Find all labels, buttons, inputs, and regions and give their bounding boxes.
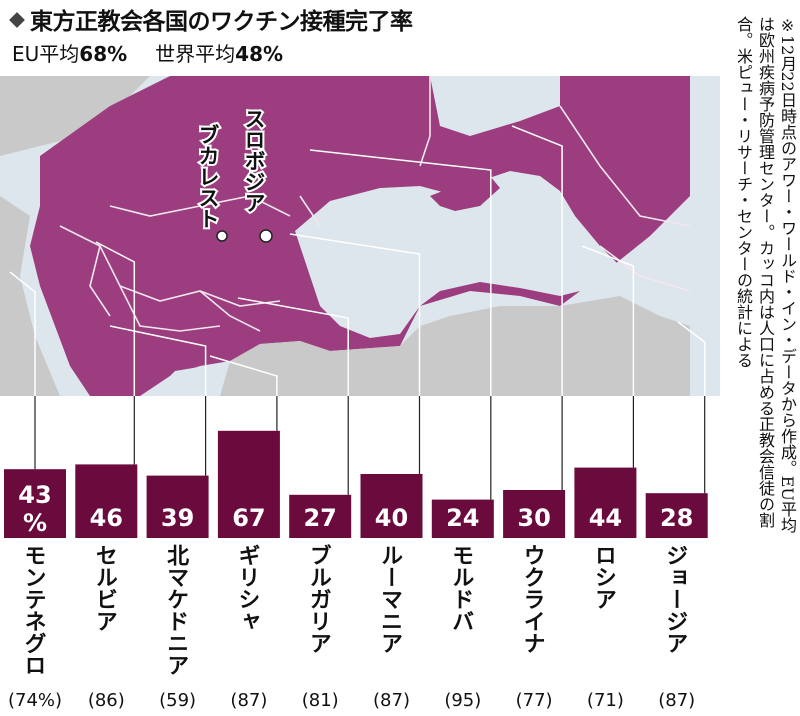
orthodox-share-5: (81) <box>302 690 339 711</box>
value-label-8: 30 <box>517 504 550 532</box>
value-label-1: 43 <box>18 481 51 509</box>
value-label-6: 40 <box>375 504 408 532</box>
value-label-10: 28 <box>660 504 693 532</box>
category-label-6: ルーマニア <box>377 544 402 654</box>
leader-line-4 <box>209 355 278 396</box>
map: スロボジア ブカレスト <box>0 76 720 396</box>
category-label-7: モルドバ <box>448 544 473 632</box>
bar-9 <box>574 467 637 538</box>
chart-title: 東方正教会各国のワクチン接種完了率 <box>9 2 413 36</box>
orthodox-share-8: (77) <box>516 690 553 711</box>
averages-row: EU平均68% 世界平均48% <box>12 38 283 67</box>
bar-8 <box>503 490 566 538</box>
category-label-1: モンテネグロ <box>21 544 47 676</box>
category-label-4: ギリシャ <box>234 544 259 632</box>
map-borders <box>59 76 691 332</box>
orthodox-share-10: (87) <box>658 690 695 711</box>
bar-5 <box>289 494 352 538</box>
bar-7 <box>431 499 494 538</box>
category-label-2: セルビア <box>92 544 117 632</box>
map-land-gray-west <box>0 196 60 396</box>
bucharest-marker <box>216 230 228 242</box>
cube-icon <box>9 12 25 28</box>
map-black-sea <box>295 171 620 338</box>
leader-line-3 <box>109 325 207 396</box>
eu-average-value: 68% <box>79 42 128 66</box>
bar-4 <box>217 430 280 538</box>
category-label-9: ロシア <box>591 544 616 610</box>
category-label-3: 北マケドニア <box>163 544 189 676</box>
category-label-8: ウクライナ <box>520 544 545 654</box>
map-crimea <box>430 176 500 211</box>
category-label-5: ブルガリア <box>306 543 331 654</box>
leader-line-8 <box>511 125 563 396</box>
value-label-7: 24 <box>446 504 479 532</box>
value-label-5: 27 <box>303 504 336 532</box>
leader-line-10 <box>677 321 706 396</box>
bar-3 <box>146 475 209 538</box>
value-label-9: 44 <box>589 504 622 532</box>
title-text: 東方正教会各国のワクチン接種完了率 <box>30 9 413 35</box>
eu-average-label: EU平均 <box>12 42 80 66</box>
value-label-2: 46 <box>90 504 123 532</box>
world-average-value: 48% <box>235 42 284 66</box>
leader-line-2 <box>95 241 136 396</box>
orthodox-share-3: (59) <box>159 690 196 711</box>
orthodox-share-2: (86) <box>88 690 125 711</box>
leader-line-6 <box>289 233 421 396</box>
category-label-10: ジョージア <box>662 544 687 654</box>
value-unit-1: % <box>23 509 47 537</box>
slobozia-marker <box>259 229 273 243</box>
world-average-label: 世界平均 <box>155 42 236 66</box>
orthodox-share-9: (71) <box>587 690 624 711</box>
bar-1 <box>4 469 66 538</box>
orthodox-share-4: (87) <box>230 690 267 711</box>
value-label-3: 39 <box>161 504 194 532</box>
leader-line-5 <box>237 297 349 396</box>
leader-line-7 <box>309 149 492 396</box>
leader-line-1 <box>9 271 36 396</box>
leader-lines <box>9 125 706 396</box>
value-label-4: 67 <box>232 504 265 532</box>
city-label-bucharest: ブカレスト <box>196 123 220 229</box>
orthodox-share-6: (87) <box>373 690 410 711</box>
orthodox-share-1: (74%) <box>8 690 62 711</box>
orthodox-share-7: (95) <box>444 690 481 711</box>
bar-chart: 43% モンテネグロ (74%) 46 セルビア (86) 39 北マケドニア (59) 67 ギリ… <box>0 396 720 716</box>
source-note: ※12月22日時点のアワー・ワールド・イン・データから作成。EU平均は欧州疾病予… <box>734 16 797 533</box>
map-land-gray-north <box>0 76 150 156</box>
leader-line-9 <box>581 245 635 396</box>
bar-2 <box>75 464 138 538</box>
map-land-gray-south <box>220 296 690 396</box>
city-label-slobozia: スロボジア <box>242 108 266 213</box>
bar-6 <box>360 474 423 538</box>
bar-10 <box>645 493 708 538</box>
